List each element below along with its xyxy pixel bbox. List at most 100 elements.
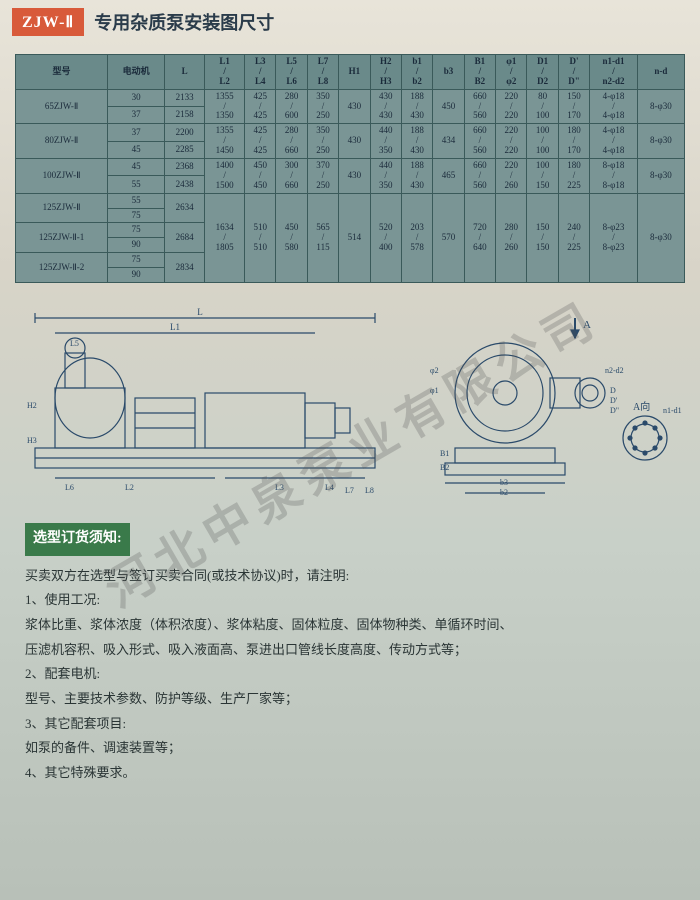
table-cell: 30 [108,89,165,106]
table-cell: 510/510 [245,193,276,282]
note-line: 型号、主要技术参数、防护等级、生产厂家等； [25,687,675,712]
table-cell: 1400/1500 [205,159,245,194]
table-cell: 180/225 [558,159,589,194]
table-cell: 430 [339,159,370,194]
diagrams-row: L L1 L5 L2 L6 L3 L4 L7 L8 H2 H3 [10,298,690,498]
table-cell: 660/560 [464,159,495,194]
notes-title: 选型订货须知: [25,523,130,556]
svg-text:L2: L2 [125,483,134,492]
table-header: 电动机 [108,55,165,90]
table-cell: 1355/1450 [205,124,245,159]
table-cell: 100/100 [527,124,558,159]
table-cell: 2368 [165,159,205,176]
table-row: 80ZJW-Ⅱ3722001355/1450425/425280/660350/… [16,124,685,141]
table-cell: 240/225 [558,193,589,282]
table-header: n-d [637,55,684,90]
table-cell: 280/660 [276,124,307,159]
table-cell: 220/220 [496,124,527,159]
note-line: 3、其它配套项目: [25,712,675,737]
svg-text:H3: H3 [27,436,37,445]
table-cell: 150/170 [558,89,589,124]
table-cell: 565/115 [307,193,338,282]
table-cell: 80ZJW-Ⅱ [16,124,108,159]
table-header: L [165,55,205,90]
svg-text:B1: B1 [440,449,449,458]
table-cell: 8-φ30 [637,193,684,282]
table-cell: 660/560 [464,124,495,159]
svg-text:φ1: φ1 [430,386,439,395]
page-title: 专用杂质泵安装图尺寸 [94,9,274,35]
table-cell: 125ZJW-Ⅱ-2 [16,253,108,283]
table-cell: 720/640 [464,193,495,282]
table-cell: 450/580 [276,193,307,282]
table-cell: 188/430 [401,89,432,124]
table-cell: 75 [108,253,165,268]
table-cell: 2634 [165,193,205,223]
note-line: 2、配套电机: [25,662,675,687]
table-header: 型号 [16,55,108,90]
table-cell: 4-φ18/4-φ18 [590,124,638,159]
front-view-diagram: A A向 b2 b3 n2-d2 D D' D" φ1 φ2 n1-d1 B1 … [405,298,685,498]
note-line: 浆体比重、浆体浓度（体积浓度）、浆体粘度、固体粒度、固体物种类、单循环时间、 [25,613,675,638]
table-header: D'/D" [558,55,589,90]
table-cell: 2834 [165,253,205,283]
table-cell: 37 [108,124,165,141]
svg-text:b3: b3 [500,478,508,487]
table-cell: 8-φ30 [637,159,684,194]
table-cell: 90 [108,268,165,283]
table-cell: 55 [108,193,165,208]
table-header: D1/D2 [527,55,558,90]
svg-text:L3: L3 [275,483,284,492]
svg-text:n1-d1: n1-d1 [663,406,682,415]
table-cell: 4-φ18/4-φ18 [590,89,638,124]
table-cell: 8-φ18/8-φ18 [590,159,638,194]
table-cell: 280/600 [276,89,307,124]
table-cell: 203/578 [401,193,432,282]
svg-text:L7: L7 [345,486,354,495]
table-cell: 55 [108,176,165,193]
table-cell: 150/150 [527,193,558,282]
table-cell: 2438 [165,176,205,193]
table-cell: 75 [108,208,165,223]
table-cell: 430 [339,124,370,159]
table-cell: 430 [339,89,370,124]
table-header: H2/H3 [370,55,401,90]
table-cell: 90 [108,238,165,253]
table-cell: 660/560 [464,89,495,124]
table-cell: 125ZJW-Ⅱ [16,193,108,223]
table-cell: 2285 [165,141,205,158]
table-row: 65ZJW-Ⅱ3021331355/1350425/425280/600350/… [16,89,685,106]
table-cell: 45 [108,159,165,176]
table-header: L5/L6 [276,55,307,90]
note-line: 4、其它特殊要求。 [25,761,675,786]
table-row: 100ZJW-Ⅱ4523681400/1500450/450300/660370… [16,159,685,176]
table-cell: 425/425 [245,89,276,124]
table-cell: 440/350 [370,124,401,159]
svg-text:b2: b2 [500,488,508,497]
table-cell: 350/250 [307,124,338,159]
note-line: 如泵的备件、调速装置等； [25,736,675,761]
notes-intro: 买卖双方在选型与签订买卖合同(或技术协议)时，请注明: [25,564,675,589]
table-cell: 300/660 [276,159,307,194]
svg-text:L: L [197,307,203,317]
table-header: L3/L4 [245,55,276,90]
svg-text:B2: B2 [440,463,449,472]
table-header: b3 [433,55,464,90]
svg-text:L4: L4 [325,483,334,492]
svg-text:L5: L5 [70,339,79,348]
table-cell: 220/220 [496,89,527,124]
product-badge: ZJW-Ⅱ [12,8,84,36]
table-cell: 45 [108,141,165,158]
table-cell: 440/350 [370,159,401,194]
table-header: φ1/φ2 [496,55,527,90]
table-cell: 2133 [165,89,205,106]
table-cell: 430/430 [370,89,401,124]
table-cell: 465 [433,159,464,194]
svg-text:L1: L1 [170,322,180,332]
table-cell: 350/250 [307,89,338,124]
table-header: B1/B2 [464,55,495,90]
table-cell: 65ZJW-Ⅱ [16,89,108,124]
table-cell: 2684 [165,223,205,253]
table-cell: 188/430 [401,159,432,194]
table-cell: 425/425 [245,124,276,159]
